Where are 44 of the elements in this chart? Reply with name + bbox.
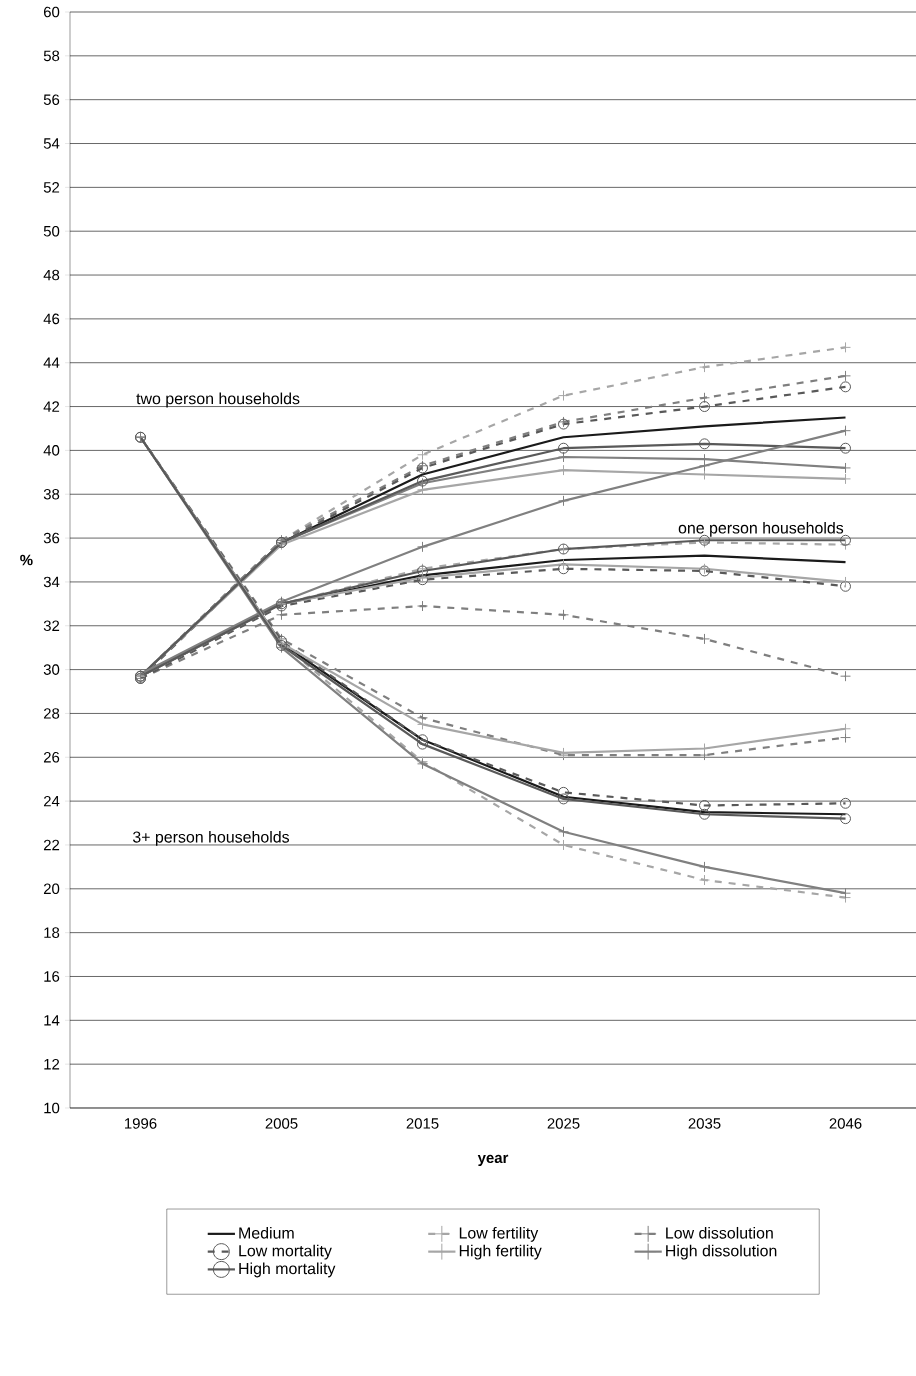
y-tick-label: 54 — [43, 138, 60, 149]
y-tick-label: 28 — [43, 708, 60, 719]
y-tick-label: 40 — [43, 445, 60, 456]
annotation: one person households — [678, 521, 844, 537]
y-tick-label: 42 — [43, 401, 60, 412]
x-axis-title: year — [477, 1154, 509, 1166]
y-tick-label: 14 — [44, 1015, 60, 1026]
legend-label: High mortality — [239, 1262, 336, 1278]
y-tick-label: 36 — [43, 532, 60, 544]
y-tick-label: 12 — [44, 1058, 60, 1070]
y-tick-label: 20 — [43, 883, 60, 895]
y-tick-label: 26 — [43, 751, 60, 763]
legend-label: Low mortality — [239, 1244, 332, 1260]
y-tick-label: 60 — [43, 6, 60, 18]
y-tick-label: 32 — [43, 620, 60, 632]
legend-label: Low fertility — [459, 1226, 539, 1242]
y-tick-label: 18 — [44, 927, 60, 938]
annotation: two person households — [136, 392, 300, 408]
y-tick-label: 48 — [43, 269, 60, 281]
y-tick-label: 50 — [43, 225, 60, 237]
legend-label: Low dissolution — [666, 1226, 773, 1239]
legend-label: High dissolution — [666, 1244, 777, 1260]
x-tick-label: 2035 — [688, 1118, 721, 1129]
legend-label: High fertility — [459, 1244, 542, 1260]
y-tick-label: 34 — [43, 576, 60, 588]
y-tick-label: 16 — [44, 971, 60, 982]
y-tick-label: 10 — [44, 1102, 60, 1114]
y-tick-label: 22 — [43, 839, 60, 851]
x-tick-label: 2046 — [829, 1118, 862, 1129]
x-tick-label: 1996 — [125, 1118, 157, 1129]
y-tick-label: 44 — [43, 357, 60, 368]
y-tick-label: 24 — [43, 795, 60, 807]
y-tick-label: 52 — [43, 182, 60, 193]
legend-label: Medium — [239, 1226, 294, 1239]
y-tick-label: 30 — [43, 664, 60, 675]
y-axis-title: % — [20, 554, 33, 566]
annotation: 3+ person households — [132, 830, 290, 846]
x-tick-label: 2015 — [406, 1118, 439, 1129]
x-tick-label: 2025 — [547, 1118, 580, 1129]
x-tick-label: 2005 — [265, 1118, 298, 1129]
y-tick-label: 58 — [43, 50, 60, 62]
y-tick-label: 38 — [43, 488, 60, 500]
y-tick-label: 46 — [43, 313, 60, 325]
y-tick-label: 56 — [43, 94, 60, 105]
